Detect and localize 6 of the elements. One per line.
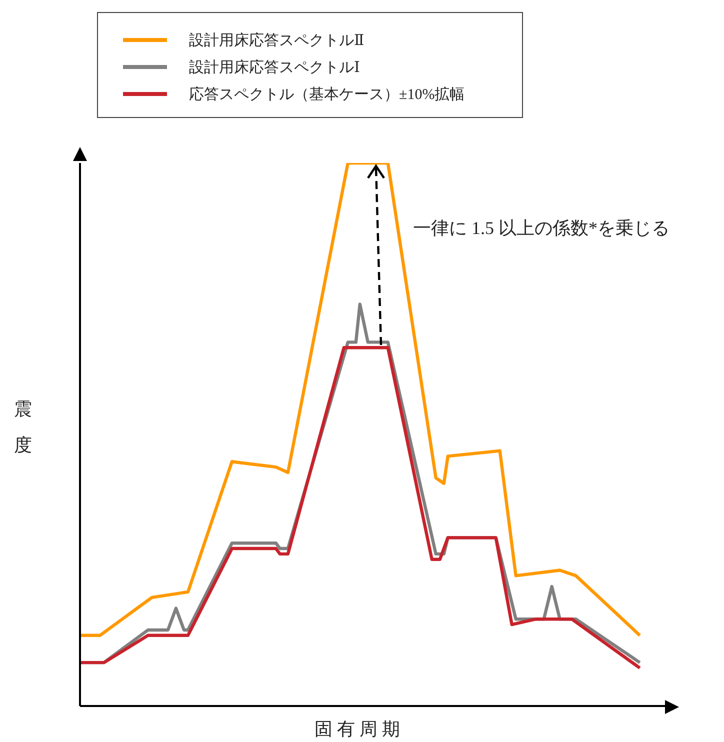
legend-label: 設計用床応答スペクトルⅠ — [189, 58, 360, 76]
annotation: 一律に 1.5 以上の係数*を乗じる — [413, 217, 670, 240]
x-axis-title: 固 有 周 期 — [313, 718, 401, 741]
legend-label: 設計用床応答スペクトルⅡ — [189, 31, 364, 50]
legend-label: 応答スペクトル（基本ケース）±10%拡幅 — [189, 85, 465, 104]
y-axis-title: 震度 — [14, 398, 33, 457]
